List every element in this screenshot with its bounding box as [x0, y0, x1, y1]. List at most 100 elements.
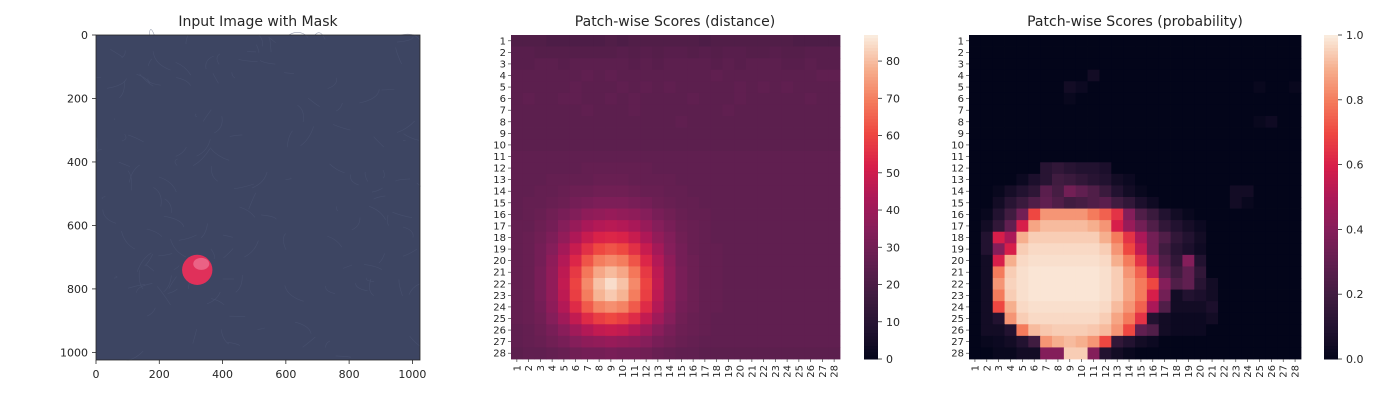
heatmap-cell: [816, 58, 829, 71]
heatmap-cell: [1146, 46, 1160, 59]
colorbar-segment: [1324, 261, 1338, 266]
heatmap-cell: [616, 81, 629, 94]
heatmap-cell: [769, 69, 782, 82]
colorbar-segment: [864, 96, 878, 101]
heatmap-cell: [722, 301, 735, 314]
texture-crease: [332, 124, 351, 131]
heatmap-cell: [1194, 162, 1207, 175]
heatmap-cell: [1253, 208, 1266, 221]
heatmap-cell: [1265, 116, 1278, 128]
heatmap-cell: [1052, 347, 1065, 360]
texture-crease: [211, 166, 218, 182]
heatmap-cell: [1040, 301, 1053, 314]
colorbar-segment: [864, 67, 878, 72]
heatmap-cell: [828, 335, 841, 348]
texture-crease: [128, 284, 146, 289]
texture-crease: [251, 171, 268, 189]
heatmap-cell: [828, 208, 841, 221]
heatmap-cell: [969, 185, 982, 198]
heatmap-cell: [980, 278, 994, 290]
heatmap-cell: [1277, 231, 1290, 244]
heatmap-cell: [722, 289, 735, 302]
heatmap-cell: [804, 254, 817, 267]
heatmap-cell: [1075, 150, 1088, 163]
heatmap-cell: [1253, 324, 1266, 337]
heatmap-cell: [675, 254, 688, 267]
heatmap-cell: [569, 335, 582, 348]
heatmap-cell: [992, 116, 1005, 128]
row-label: 12: [951, 164, 964, 175]
heatmap-cell: [593, 173, 606, 186]
heatmap-cell: [569, 289, 582, 302]
heatmap-cell: [663, 46, 676, 59]
colorbar-segment: [864, 116, 878, 120]
heatmap-cell: [746, 162, 759, 175]
colorbar-segment: [1324, 64, 1338, 68]
heatmap-cell: [1135, 46, 1148, 59]
colorbar-segment: [864, 148, 878, 153]
heatmap-cell: [804, 185, 817, 198]
heatmap-cell: [734, 254, 747, 267]
heatmap-cell: [757, 92, 770, 105]
heatmap-cell: [628, 35, 641, 47]
heatmap-cell: [992, 266, 1005, 279]
heatmap-cell: [605, 139, 618, 152]
heatmap-cell: [1123, 335, 1136, 348]
heatmap-cell: [1170, 92, 1183, 105]
colorbar-segment: [1324, 203, 1338, 208]
heatmap-cell: [1052, 35, 1065, 47]
heatmap-cell: [616, 104, 629, 117]
heatmap-cell: [828, 150, 841, 163]
colorbar-segment: [864, 255, 878, 260]
heatmap-cell: [605, 173, 618, 186]
colorbar-segment: [864, 268, 878, 273]
heatmap-cell: [1111, 312, 1124, 325]
heatmap-cell: [769, 312, 782, 325]
row-label: 28: [493, 349, 506, 360]
heatmap-cell: [980, 104, 994, 117]
texture-crease: [336, 102, 343, 112]
heatmap-cell: [1099, 81, 1112, 94]
heatmap-cell: [605, 231, 618, 244]
heatmap-cell: [781, 324, 794, 337]
heatmap-cell: [757, 139, 770, 152]
heatmap-cell: [663, 243, 676, 256]
colorbar-segment: [864, 154, 878, 159]
heatmap-cell: [546, 173, 559, 186]
heatmap-cell: [699, 324, 712, 337]
heatmap-cell: [687, 185, 700, 198]
heatmap-cell: [1194, 324, 1207, 337]
heatmap-cell: [828, 46, 841, 59]
heatmap-cell: [675, 185, 688, 198]
heatmap-cell: [687, 289, 700, 302]
heatmap-cell: [1277, 127, 1290, 140]
heatmap-cell: [1123, 220, 1136, 233]
heatmap-cell: [793, 197, 806, 209]
texture-crease: [170, 239, 187, 258]
texture-crease: [325, 340, 331, 348]
heatmap-cell: [1135, 243, 1148, 256]
heatmap-cell: [1194, 220, 1207, 233]
heatmap-cell: [804, 81, 817, 94]
heatmap-cell: [1265, 35, 1278, 47]
heatmap-cell: [1099, 278, 1112, 290]
heatmap-cell: [1075, 139, 1088, 152]
texture-crease: [210, 248, 215, 260]
heatmap-cell: [1229, 301, 1243, 314]
heatmap-cell: [734, 220, 747, 233]
heatmap-cell: [1040, 150, 1053, 163]
heatmap-cell: [675, 208, 688, 221]
heatmap-cell: [1087, 208, 1100, 221]
heatmap-cell: [616, 46, 629, 59]
row-label: 19: [493, 245, 506, 256]
heatmap-cell: [581, 81, 594, 94]
heatmap-cell: [546, 335, 559, 348]
colorbar-segment: [864, 122, 878, 127]
heatmap-cell: [793, 81, 806, 94]
heatmap-cell: [1028, 35, 1041, 47]
row-label: 7: [500, 106, 506, 117]
heatmap-cell: [522, 197, 535, 209]
heatmap-cell: [710, 35, 723, 47]
heatmap-cell: [581, 220, 594, 233]
heatmap-cell: [1052, 116, 1065, 128]
